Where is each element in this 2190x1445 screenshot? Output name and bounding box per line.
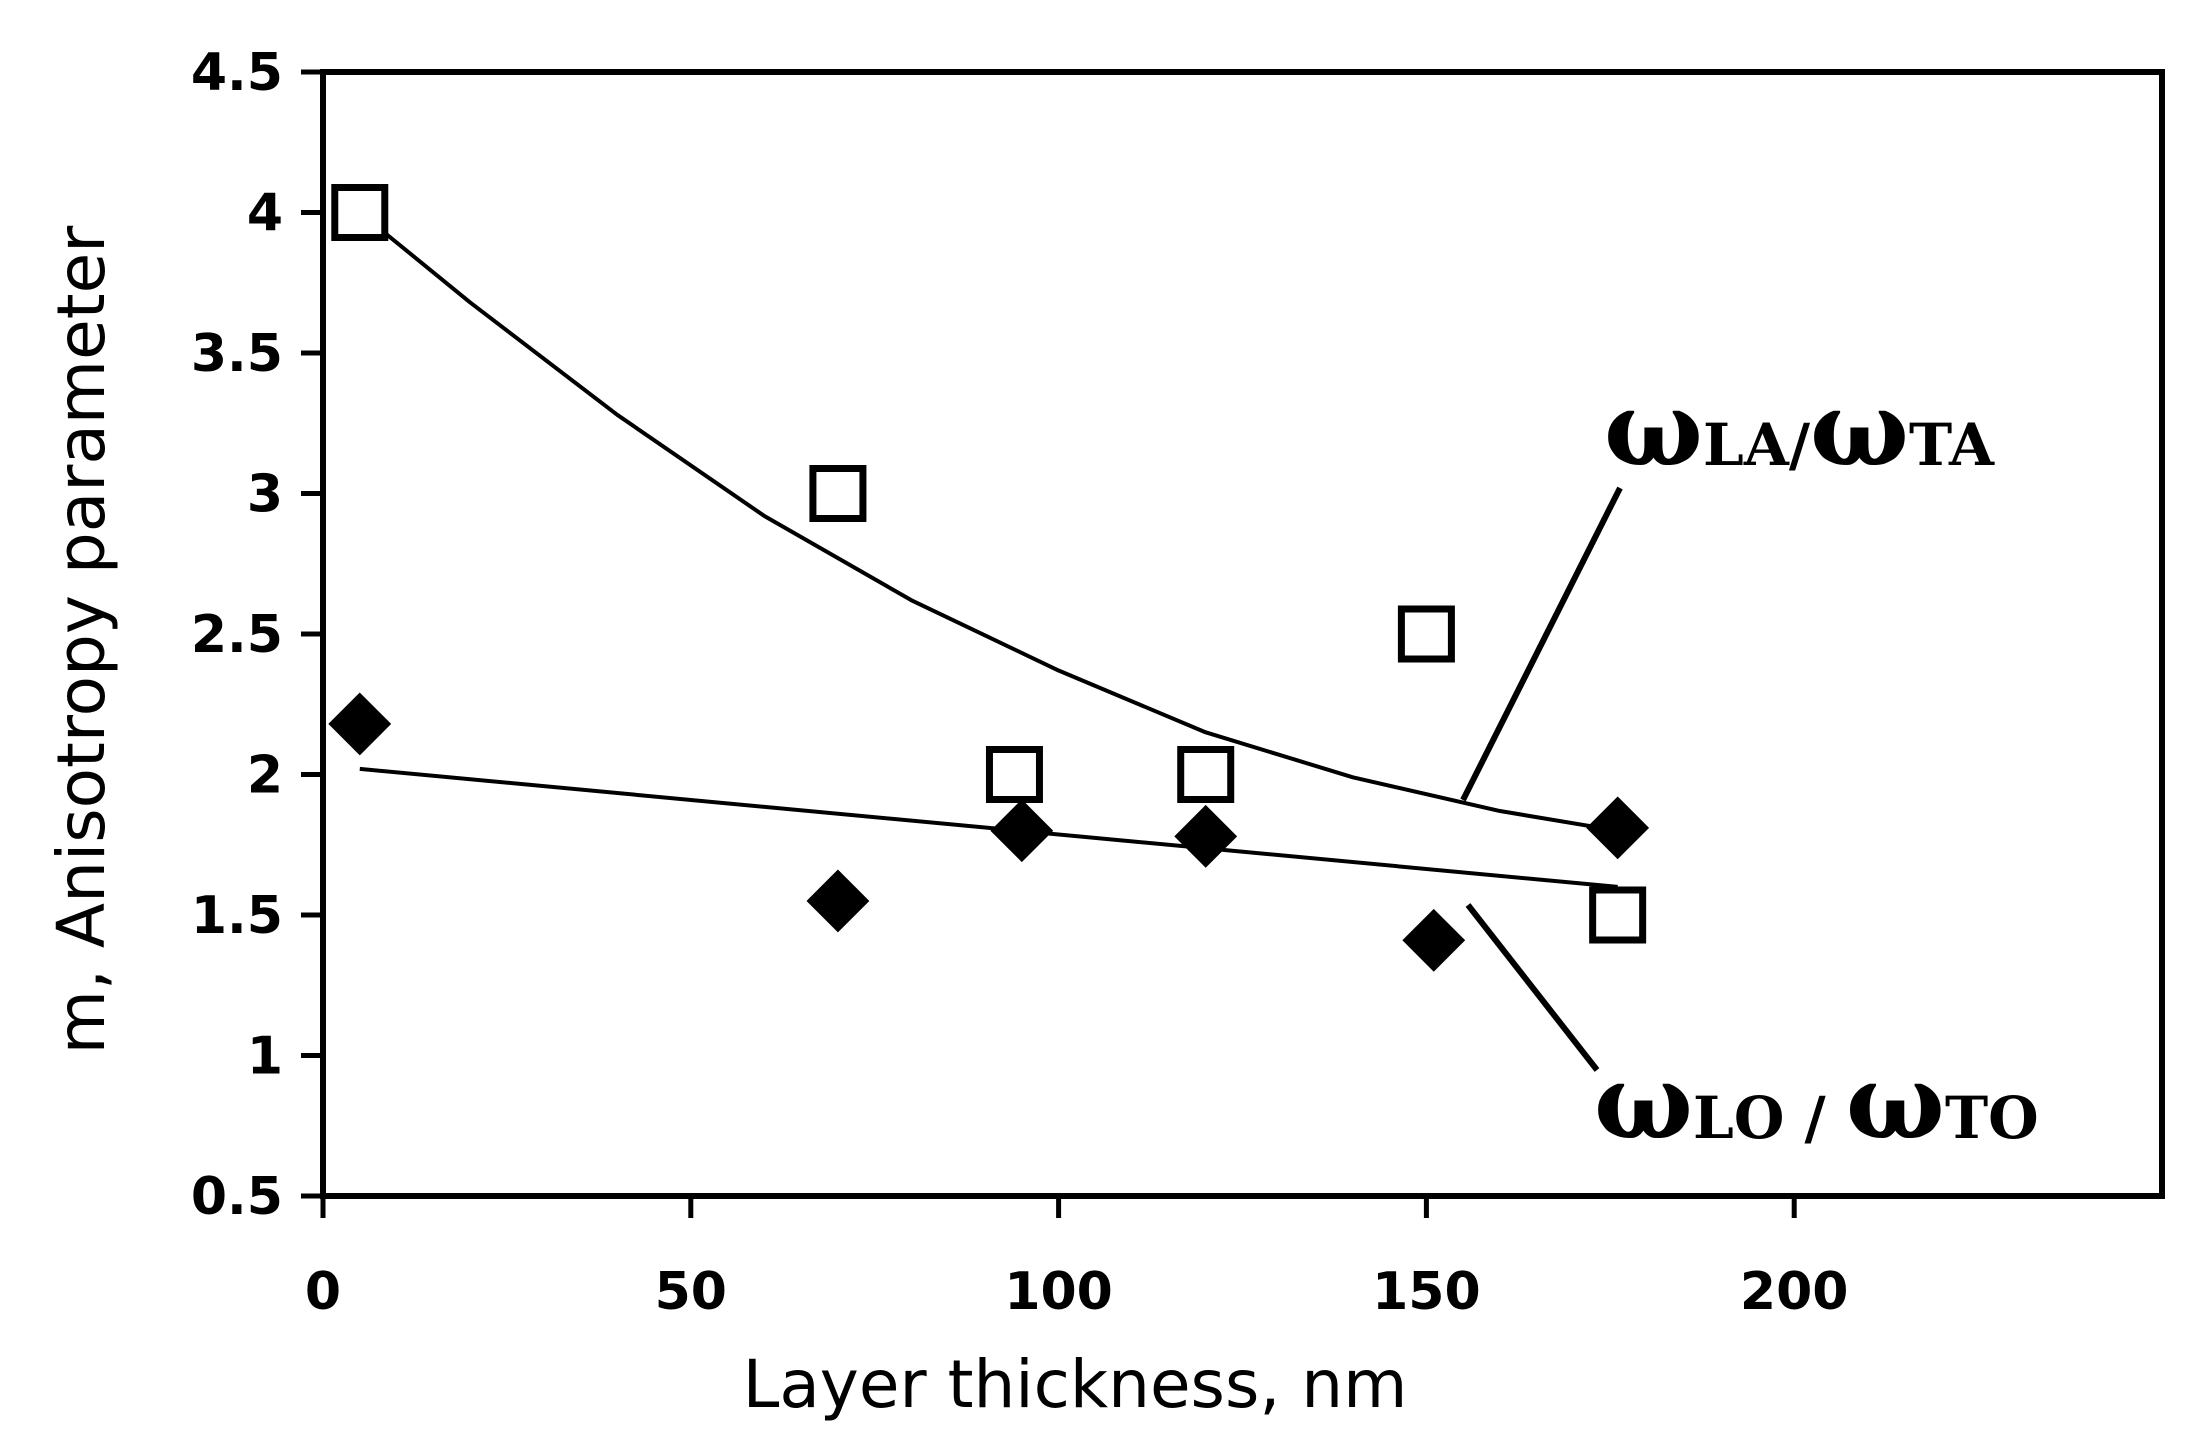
series-label-lo-to-part: ω: [1594, 1040, 1693, 1163]
series-label-lo-to-part: ω: [1846, 1040, 1945, 1163]
x-tick-label: 150: [1372, 1262, 1481, 1322]
trend-lines-group: [358, 210, 1618, 889]
series-label-la-ta-part: LA/: [1703, 411, 1811, 479]
x-axis-title: Layer thickness, nm: [743, 1346, 1408, 1423]
point-lo-to: [1586, 796, 1650, 860]
point-lo-to: [806, 869, 870, 933]
trend-line-la-ta: [358, 210, 1618, 833]
y-tick-label: 1.5: [191, 886, 283, 946]
x-tick-label: 0: [305, 1262, 341, 1322]
callout-line-lo-to: [1465, 903, 1600, 1072]
point-lo-to: [990, 799, 1054, 863]
point-lo-to: [1174, 804, 1238, 868]
series-label-lo-to-part: LO /: [1693, 1084, 1846, 1152]
series-label-la-ta: ωLA/ωTA: [1604, 367, 1995, 490]
y-tick-label: 0.5: [191, 1167, 283, 1227]
series-label-lo-to: ωLO / ωTO: [1594, 1040, 2039, 1163]
series-label-la-ta-part: TA: [1909, 411, 1995, 479]
y-tick-label: 3.5: [191, 324, 283, 384]
x-tick-label: 50: [655, 1262, 727, 1322]
point-lo-to: [328, 692, 392, 756]
x-tick-label: 200: [1740, 1262, 1849, 1322]
axes-group: 0.5 1 1.5 2 2.5 3 3.5 4 4.5 0 50 100 150 200: [191, 43, 2165, 1322]
point-la-ta: [809, 465, 867, 522]
plot-frame: [320, 69, 2165, 1199]
x-tick-label: 100: [1004, 1262, 1113, 1322]
y-tick-label: 3: [247, 465, 283, 525]
y-tick-label: 1: [247, 1027, 283, 1087]
data-points-group: [328, 184, 1650, 972]
series-label-la-ta-part: ω: [1604, 367, 1703, 490]
y-tick-label: 2.5: [191, 605, 283, 665]
point-la-ta: [985, 746, 1043, 803]
point-la-ta: [1177, 746, 1235, 803]
point-la-ta: [331, 184, 389, 241]
series-label-la-ta-part: ω: [1810, 367, 1909, 490]
point-lo-to: [1402, 908, 1466, 972]
callout-line-la-ta: [1460, 486, 1623, 802]
y-tick-label: 4: [247, 184, 283, 244]
series-label-lo-to-part: TO: [1945, 1084, 2039, 1152]
y-tick-label: 4.5: [191, 43, 283, 103]
point-la-ta: [1589, 886, 1647, 944]
y-axis-title: m, Anisotropy parameter: [43, 225, 120, 1055]
y-tick-label: 2: [247, 746, 283, 806]
trend-line-lo-to: [359, 766, 1618, 889]
point-la-ta: [1397, 605, 1455, 663]
